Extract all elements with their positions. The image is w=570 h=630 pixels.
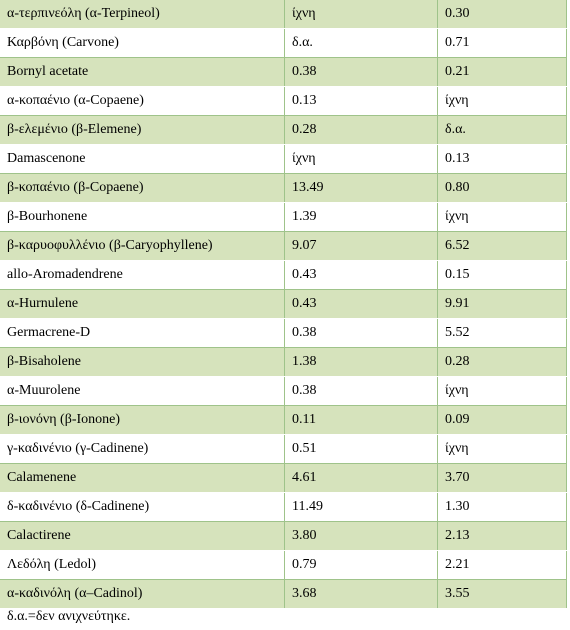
table-row: δ-καδινένιο (δ-Cadinene) 11.49 1.30 <box>0 492 567 522</box>
value-cell-col3: 6.52 <box>437 231 567 261</box>
value-cell-col3: 0.71 <box>437 28 567 58</box>
value-cell-col2: 13.49 <box>284 173 438 203</box>
compound-name-cell: Calamenene <box>0 463 285 493</box>
value-cell-col3: ίχνη <box>437 434 567 464</box>
value-cell-col3: 0.30 <box>437 0 567 29</box>
compound-name-cell: Καρβόνη (Carvone) <box>0 28 285 58</box>
value-cell-col3: 2.13 <box>437 521 567 551</box>
compound-name-cell: β-ιονόνη (β-Ionone) <box>0 405 285 435</box>
value-cell-col2: 11.49 <box>284 492 438 522</box>
compound-table: α-τερπινεόλη (α-Terpineol) ίχνη 0.30 Καρ… <box>0 0 567 609</box>
value-cell-col2: 0.43 <box>284 260 438 290</box>
value-cell-col2: 0.38 <box>284 57 438 87</box>
compound-name-cell: α-καδινόλη (α–Cadinol) <box>0 579 285 609</box>
compound-name-cell: α-τερπινεόλη (α-Terpineol) <box>0 0 285 29</box>
compound-name-cell: β-Bourhonene <box>0 202 285 232</box>
compound-name-cell: allo-Aromadendrene <box>0 260 285 290</box>
value-cell-col3: δ.α. <box>437 115 567 145</box>
value-cell-col2: 3.80 <box>284 521 438 551</box>
table-row: Damascenone ίχνη 0.13 <box>0 144 567 174</box>
compound-name-cell: β-κοπαένιο (β-Copaene) <box>0 173 285 203</box>
compound-name-cell: Damascenone <box>0 144 285 174</box>
table-row: α-Muurolene 0.38 ίχνη <box>0 376 567 406</box>
value-cell-col2: ίχνη <box>284 0 438 29</box>
value-cell-col3: 3.70 <box>437 463 567 493</box>
table-row: Bornyl acetate 0.38 0.21 <box>0 57 567 87</box>
table-row: γ-καδινένιο (γ-Cadinene) 0.51 ίχνη <box>0 434 567 464</box>
value-cell-col2: 1.39 <box>284 202 438 232</box>
value-cell-col2: 4.61 <box>284 463 438 493</box>
value-cell-col3: 0.80 <box>437 173 567 203</box>
table-row: β-Bourhonene 1.39 ίχνη <box>0 202 567 232</box>
value-cell-col3: ίχνη <box>437 202 567 232</box>
table-row: α-κοπαένιο (α-Copaene) 0.13 ίχνη <box>0 86 567 116</box>
value-cell-col3: 0.28 <box>437 347 567 377</box>
compound-name-cell: δ-καδινένιο (δ-Cadinene) <box>0 492 285 522</box>
value-cell-col3: 0.15 <box>437 260 567 290</box>
value-cell-col2: 0.38 <box>284 376 438 406</box>
footnote: δ.α.=δεν ανιχνεύτηκε. <box>7 609 131 624</box>
value-cell-col2: 0.13 <box>284 86 438 116</box>
value-cell-col2: ίχνη <box>284 144 438 174</box>
table-row: allo-Aromadendrene 0.43 0.15 <box>0 260 567 290</box>
compound-name-cell: α-Hurnulene <box>0 289 285 319</box>
value-cell-col3: 0.21 <box>437 57 567 87</box>
table-row: β-ελεμένιο (β-Elemene) 0.28 δ.α. <box>0 115 567 145</box>
value-cell-col3: 3.55 <box>437 579 567 609</box>
value-cell-col3: 0.09 <box>437 405 567 435</box>
value-cell-col2: 0.43 <box>284 289 438 319</box>
value-cell-col3: 2.21 <box>437 550 567 580</box>
compound-name-cell: β-καρυοφυλλένιο (β-Caryophyllene) <box>0 231 285 261</box>
table-body: α-τερπινεόλη (α-Terpineol) ίχνη 0.30 Καρ… <box>0 0 567 609</box>
value-cell-col3: 5.52 <box>437 318 567 348</box>
compound-name-cell: Bornyl acetate <box>0 57 285 87</box>
table-row: α-Hurnulene 0.43 9.91 <box>0 289 567 319</box>
compound-name-cell: γ-καδινένιο (γ-Cadinene) <box>0 434 285 464</box>
value-cell-col2: 0.51 <box>284 434 438 464</box>
value-cell-col2: 0.28 <box>284 115 438 145</box>
value-cell-col3: ίχνη <box>437 86 567 116</box>
compound-name-cell: α-κοπαένιο (α-Copaene) <box>0 86 285 116</box>
table-row: β-Bisaholene 1.38 0.28 <box>0 347 567 377</box>
table-row: Λεδόλη (Ledol) 0.79 2.21 <box>0 550 567 580</box>
value-cell-col2: δ.α. <box>284 28 438 58</box>
table-row: Calamenene 4.61 3.70 <box>0 463 567 493</box>
value-cell-col2: 0.38 <box>284 318 438 348</box>
table-row: Germacrene-D 0.38 5.52 <box>0 318 567 348</box>
compound-name-cell: β-Bisaholene <box>0 347 285 377</box>
value-cell-col3: 9.91 <box>437 289 567 319</box>
table-row: α-τερπινεόλη (α-Terpineol) ίχνη 0.30 <box>0 0 567 29</box>
compound-name-cell: Germacrene-D <box>0 318 285 348</box>
value-cell-col3: 0.13 <box>437 144 567 174</box>
compound-name-cell: β-ελεμένιο (β-Elemene) <box>0 115 285 145</box>
value-cell-col2: 9.07 <box>284 231 438 261</box>
value-cell-col2: 1.38 <box>284 347 438 377</box>
value-cell-col3: 1.30 <box>437 492 567 522</box>
table-row: β-καρυοφυλλένιο (β-Caryophyllene) 9.07 6… <box>0 231 567 261</box>
compound-name-cell: α-Muurolene <box>0 376 285 406</box>
value-cell-col3: ίχνη <box>437 376 567 406</box>
table-row: Calactirene 3.80 2.13 <box>0 521 567 551</box>
table-row: β-ιονόνη (β-Ionone) 0.11 0.09 <box>0 405 567 435</box>
table-row: β-κοπαένιο (β-Copaene) 13.49 0.80 <box>0 173 567 203</box>
value-cell-col2: 3.68 <box>284 579 438 609</box>
value-cell-col2: 0.11 <box>284 405 438 435</box>
table-row: Καρβόνη (Carvone) δ.α. 0.71 <box>0 28 567 58</box>
table-row: α-καδινόλη (α–Cadinol) 3.68 3.55 <box>0 579 567 609</box>
value-cell-col2: 0.79 <box>284 550 438 580</box>
compound-name-cell: Calactirene <box>0 521 285 551</box>
compound-name-cell: Λεδόλη (Ledol) <box>0 550 285 580</box>
